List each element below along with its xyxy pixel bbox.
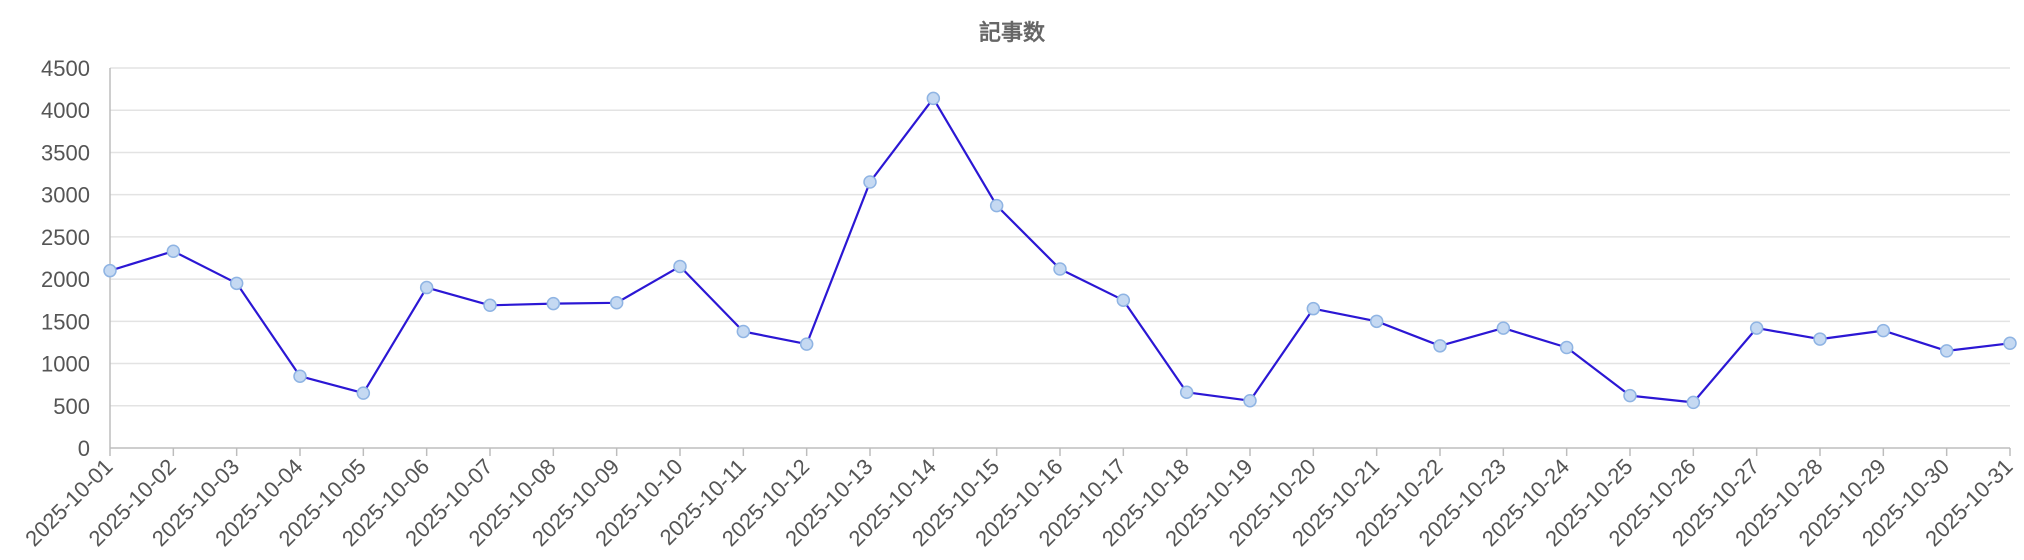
data-point[interactable] [1623, 388, 1637, 403]
data-point[interactable] [1306, 301, 1321, 316]
data-point[interactable] [1369, 314, 1384, 329]
data-point[interactable] [2003, 336, 2017, 351]
data-point[interactable] [356, 386, 371, 400]
data-point[interactable] [1433, 339, 1447, 353]
data-point[interactable] [483, 298, 497, 313]
data-point[interactable] [1939, 344, 1954, 358]
data-point[interactable] [229, 276, 244, 291]
data-point[interactable] [1686, 395, 1701, 410]
data-point[interactable] [926, 91, 941, 106]
y-axis-ticks: 0 500 1000 1500 2000 2500 3000 3500 4000 4500 [41, 56, 90, 461]
x-axis-ticks: 2025-10-012025-10-022025-10-032025-10-04… [20, 448, 2018, 551]
data-point[interactable] [1749, 321, 1764, 335]
data-point[interactable] [1116, 293, 1131, 307]
y-tick-label: 4500 [41, 56, 90, 81]
data-point[interactable] [1179, 385, 1194, 400]
y-tick-label: 3000 [41, 183, 90, 208]
series-layer [109, 97, 2011, 404]
y-tick-label: 500 [53, 394, 90, 419]
data-points [103, 91, 2017, 410]
data-point[interactable] [1813, 332, 1827, 346]
y-tick-label: 1500 [41, 309, 90, 334]
data-point[interactable] [1243, 393, 1257, 408]
y-tick-label: 2500 [41, 225, 90, 250]
data-point[interactable] [1053, 262, 1067, 276]
data-point[interactable] [609, 296, 624, 310]
series-line [109, 97, 2011, 404]
grid-lines [109, 67, 2010, 449]
data-point[interactable] [673, 259, 687, 274]
y-tick-label: 3500 [41, 140, 90, 165]
data-point[interactable] [736, 324, 751, 339]
data-point[interactable] [1876, 323, 1891, 338]
data-point[interactable] [546, 296, 561, 311]
y-tick-label: 1000 [41, 352, 90, 377]
data-point[interactable] [989, 198, 1004, 213]
data-point[interactable] [103, 263, 117, 278]
data-point[interactable] [863, 175, 877, 189]
chart-title: 記事数 [979, 20, 1046, 46]
data-point[interactable] [1496, 321, 1511, 335]
data-point[interactable] [419, 280, 434, 295]
data-point[interactable] [293, 369, 307, 383]
data-point[interactable] [166, 244, 181, 258]
y-tick-label: 4000 [41, 98, 90, 123]
y-tick-label: 0 [78, 436, 90, 461]
y-tick-label: 2000 [41, 267, 90, 292]
data-point[interactable] [1559, 340, 1574, 355]
data-point[interactable] [799, 337, 814, 351]
